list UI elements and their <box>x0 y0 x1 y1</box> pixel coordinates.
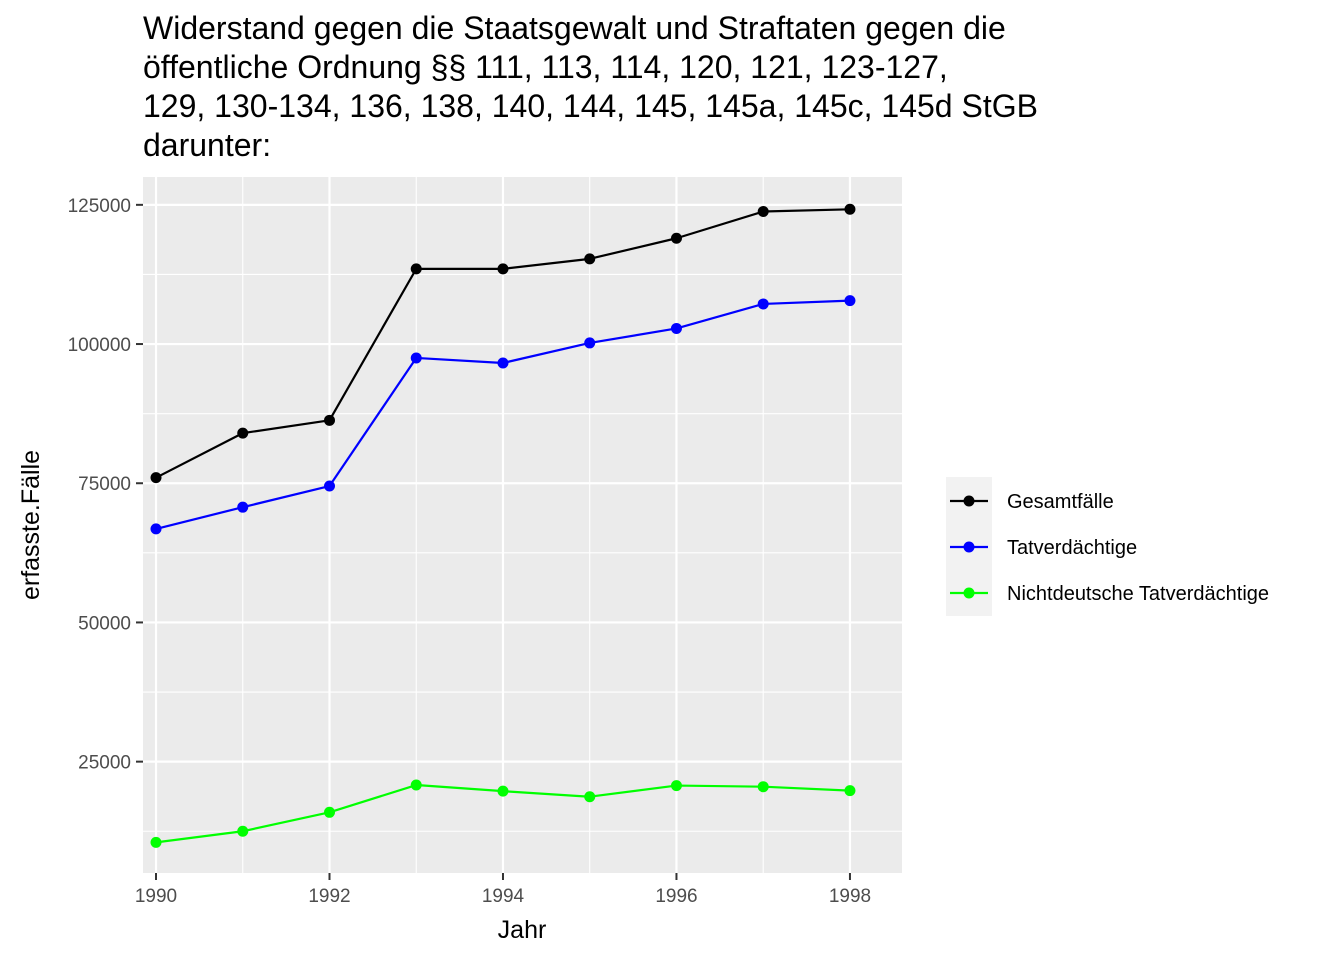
grid-major-lines <box>143 177 902 873</box>
data-point <box>237 427 249 439</box>
data-point <box>150 472 162 484</box>
x-tick-label: 1992 <box>308 886 350 907</box>
data-point <box>757 206 769 218</box>
data-point <box>757 781 769 793</box>
series-3 <box>150 779 856 848</box>
y-tick-label: 50000 <box>78 613 131 634</box>
data-point <box>323 480 335 492</box>
y-tick-label: 100000 <box>68 335 131 356</box>
legend-key-point <box>963 587 975 599</box>
x-axis: 1990 1992 1994 1996 1998 <box>135 873 871 907</box>
plot-panel <box>143 177 902 873</box>
data-point <box>410 263 422 275</box>
data-point <box>410 779 422 791</box>
legend: Gesamtfälle Tatverdächtige Nichtdeutsche T… <box>946 477 1269 616</box>
data-point <box>670 780 682 792</box>
chart-title-line-2: öffentliche Ordnung §§ 111, 113, 114, 12… <box>143 49 948 85</box>
chart-title: Widerstand gegen die Staatsgewalt und St… <box>143 10 1038 163</box>
data-point <box>237 501 249 513</box>
series-layer <box>150 203 856 848</box>
data-point <box>323 414 335 426</box>
y-tick-label: 125000 <box>68 196 131 217</box>
legend-label: Gesamtfälle <box>1007 491 1114 513</box>
data-point <box>497 357 509 369</box>
y-tick-label: 25000 <box>78 753 131 774</box>
legend-label: Tatverdächtige <box>1007 537 1137 559</box>
data-point <box>584 337 596 349</box>
data-point <box>670 322 682 334</box>
data-point <box>844 203 856 215</box>
data-point <box>844 785 856 797</box>
x-tick-label: 1996 <box>655 886 697 907</box>
x-tick-label: 1990 <box>135 886 177 907</box>
y-tick-label: 75000 <box>78 474 131 495</box>
grid-minor-lines <box>143 177 902 873</box>
x-tick-label: 1994 <box>482 886 525 907</box>
legend-label: Nichtdeutsche Tatverdächtige <box>1007 583 1269 605</box>
data-point <box>844 295 856 307</box>
legend-key-point <box>963 495 975 507</box>
data-point <box>757 298 769 310</box>
legend-key-point <box>963 541 975 553</box>
chart-title-line-1: Widerstand gegen die Staatsgewalt und St… <box>143 10 1006 46</box>
data-point <box>497 263 509 275</box>
data-point <box>150 523 162 535</box>
data-point <box>237 825 249 837</box>
series-1 <box>150 203 856 484</box>
data-point <box>323 806 335 818</box>
data-point <box>584 253 596 265</box>
data-point <box>497 785 509 797</box>
data-point <box>150 836 162 848</box>
y-axis: 25000 50000 75000 100000 125000 <box>68 196 143 774</box>
y-axis-title: erfasste.Fälle <box>17 450 45 600</box>
data-point <box>584 791 596 803</box>
series-2 <box>150 295 856 535</box>
x-tick-label: 1998 <box>829 886 871 907</box>
chart-title-line-4: darunter: <box>143 127 271 163</box>
x-axis-title: Jahr <box>498 916 547 944</box>
data-point <box>670 232 682 244</box>
chart-title-line-3: 129, 130-134, 136, 138, 140, 144, 145, 1… <box>143 88 1038 124</box>
data-point <box>410 352 422 364</box>
